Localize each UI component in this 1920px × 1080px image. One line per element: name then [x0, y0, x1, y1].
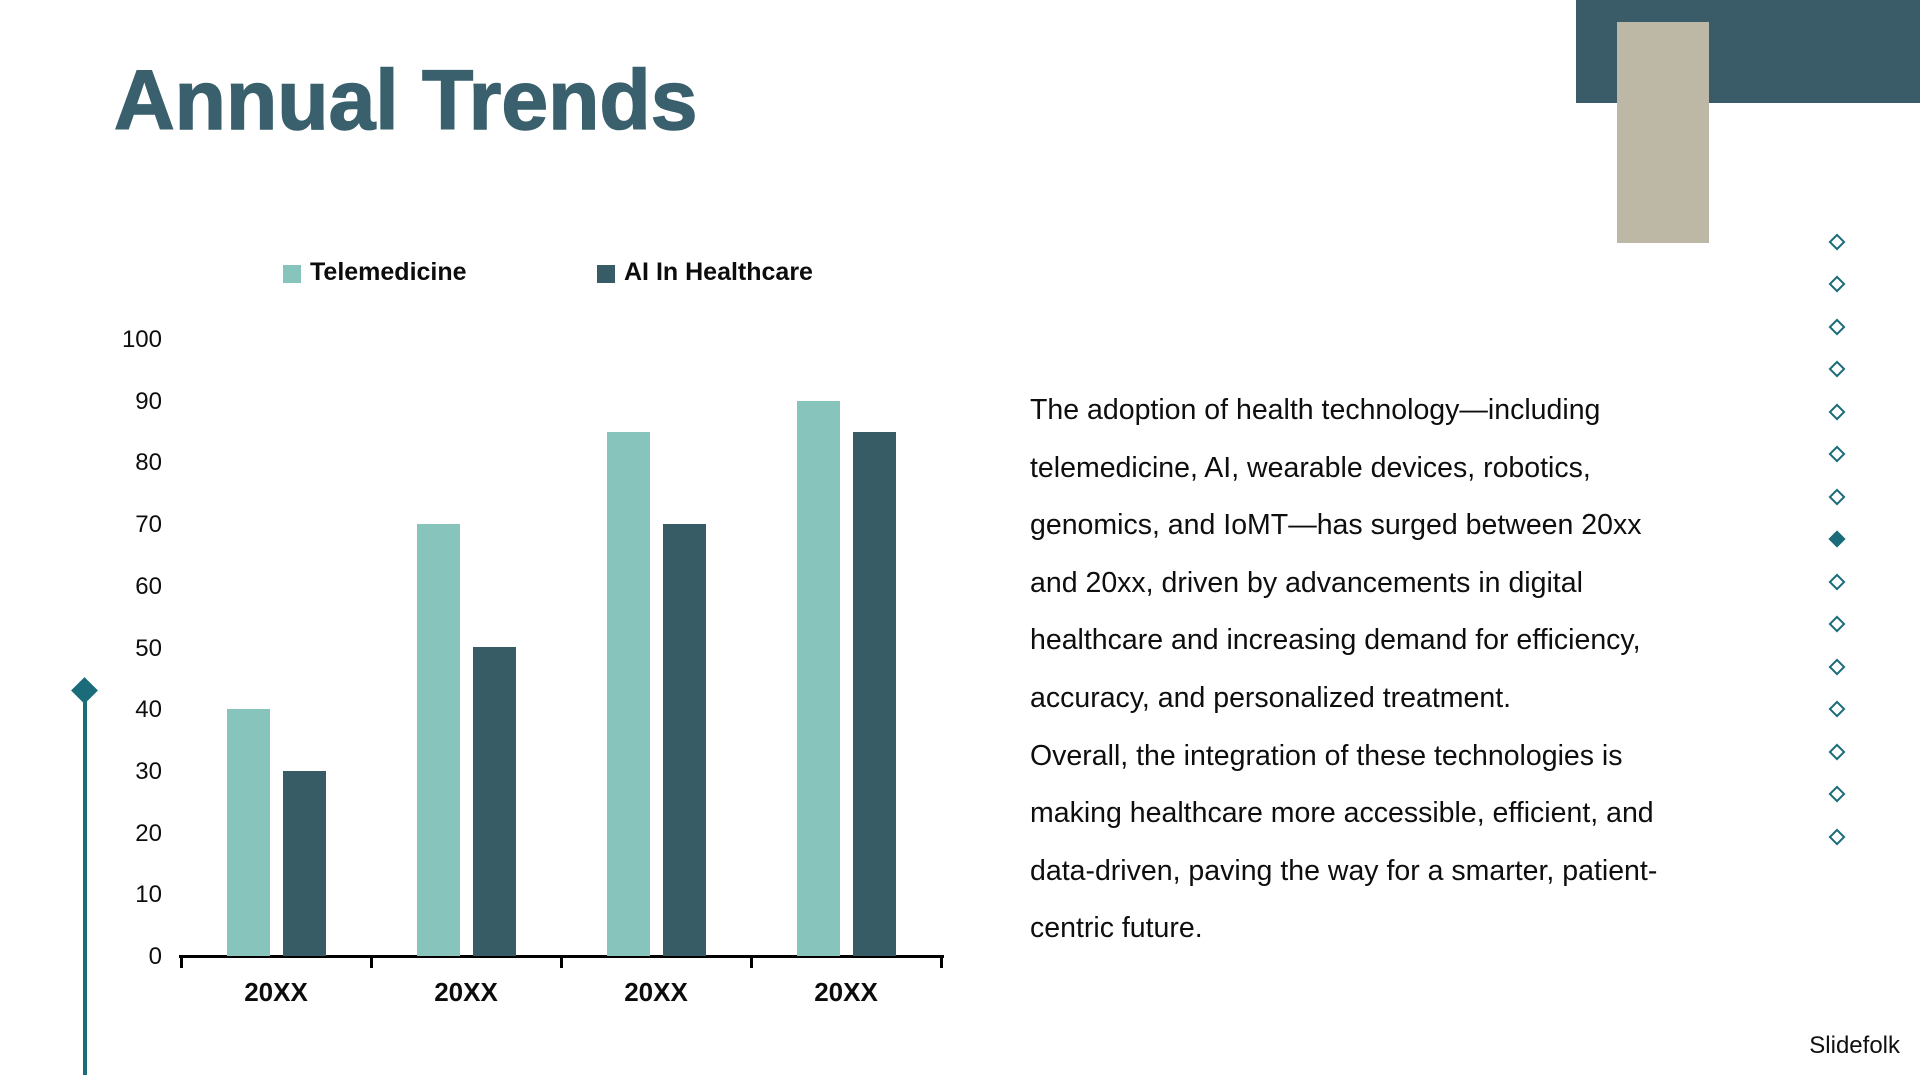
body-text-line: telemedicine, AI, wearable devices, robo…	[1030, 451, 1591, 484]
y-axis-label: 60	[135, 572, 162, 600]
diamond-bullet-icon	[1828, 360, 1845, 378]
diamond-bullet-icon	[1828, 488, 1845, 505]
y-axis-label: 0	[148, 943, 162, 970]
page-title: Annual Trends	[113, 52, 698, 148]
y-axis-label: 20	[135, 819, 162, 847]
body-text-line: and 20xx, driven by advancements in digi…	[1030, 566, 1583, 599]
x-axis-tick	[560, 955, 563, 968]
diamond-bullet-icon	[1828, 233, 1845, 250]
body-text: The adoption of health technology—includ…	[1030, 382, 1657, 958]
bar-telemedicine	[227, 709, 270, 956]
body-text-line: data-driven, paving the way for a smarte…	[1030, 854, 1658, 887]
legend-label-telemedicine: Telemedicine	[310, 258, 467, 286]
y-axis-label: 80	[135, 449, 162, 477]
legend-swatch-ai-icon	[597, 265, 615, 283]
bar-telemedicine	[417, 524, 460, 956]
y-axis-label: 50	[135, 634, 162, 662]
y-axis-label: 100	[121, 326, 162, 353]
diamond-bullet-icon	[1828, 828, 1845, 845]
x-axis-label: 20XX	[434, 977, 498, 1007]
y-axis-label: 40	[135, 696, 162, 724]
bar-ai-in-healthcare	[283, 771, 326, 956]
bar-telemedicine	[797, 401, 840, 956]
body-text-line: healthcare and increasing demand for eff…	[1030, 624, 1641, 657]
diamond-bullet-icon	[1828, 700, 1845, 718]
body-text-line: making healthcare more accessible, effic…	[1030, 797, 1654, 830]
body-text-line: genomics, and IoMT—has surged between 20…	[1030, 509, 1642, 542]
decor-beige-block	[1617, 22, 1709, 243]
x-axis-label: 20XX	[624, 977, 688, 1007]
legend-swatch-telemedicine-icon	[283, 265, 301, 283]
diamond-bullet-icon	[1828, 403, 1845, 420]
bar-ai-in-healthcare	[853, 432, 896, 956]
bar-telemedicine	[607, 432, 650, 956]
x-axis-tick	[940, 955, 943, 968]
diamond-bullet-icon	[1828, 615, 1845, 633]
y-axis-label: 90	[135, 387, 162, 415]
body-text-line: The adoption of health technology—includ…	[1030, 394, 1601, 426]
body-text-line: centric future.	[1030, 912, 1203, 945]
bar-ai-in-healthcare	[663, 524, 706, 956]
legend-label-ai-in-healthcare: AI In Healthcare	[624, 258, 813, 286]
x-axis-tick	[750, 955, 753, 968]
body-text-line: accuracy, and personalized treatment.	[1030, 681, 1512, 714]
watermark-text: Slidefolk	[1809, 1032, 1900, 1059]
body-text-line: Overall, the integration of these techno…	[1030, 739, 1623, 772]
diamond-bullet-icon	[1828, 318, 1845, 335]
diamond-bullet-icon	[1828, 275, 1845, 293]
diamond-bullet-filled-icon	[1828, 530, 1845, 548]
diamond-bullet-icon	[1828, 785, 1845, 803]
x-axis-label: 20XX	[814, 977, 878, 1007]
y-axis-label: 10	[135, 881, 162, 909]
diamond-bullet-icon	[1828, 573, 1845, 590]
x-axis-label: 20XX	[244, 977, 308, 1007]
diamond-bullet-icon	[1828, 743, 1845, 760]
bar-ai-in-healthcare	[473, 647, 516, 956]
y-axis-label: 70	[135, 511, 162, 539]
diamond-bullet-icon	[1828, 445, 1845, 463]
x-axis-tick	[180, 955, 183, 968]
diamond-bullet-icon	[1828, 658, 1845, 675]
left-vertical-line	[83, 699, 87, 1075]
x-axis-tick	[370, 955, 373, 968]
y-axis-label: 30	[135, 757, 162, 785]
